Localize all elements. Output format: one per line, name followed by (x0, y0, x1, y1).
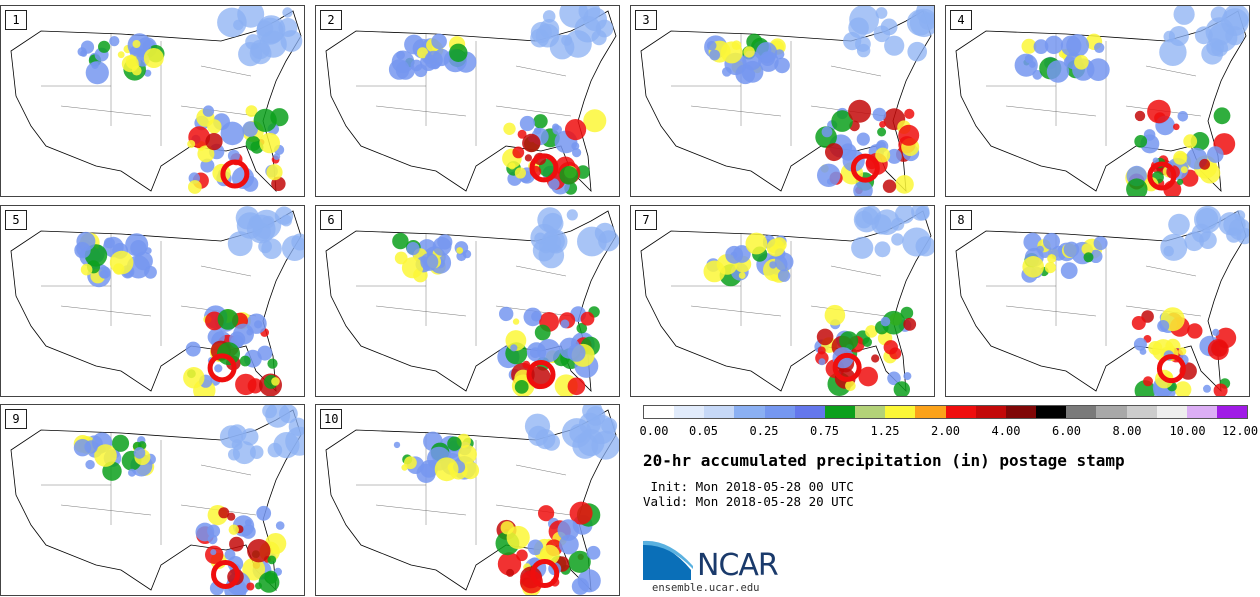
colorbar-tick-label: 1.25 (870, 424, 900, 438)
ensemble-member-panel: 1 (0, 5, 305, 197)
colorbar-bin (1186, 406, 1217, 418)
colorbar-tick-label: 0.75 (810, 424, 839, 438)
member-number-label: 4 (950, 10, 972, 30)
colorbar-bin (644, 406, 675, 418)
precip-map (325, 405, 619, 595)
precip-map (640, 6, 934, 196)
precip-map (955, 6, 1249, 196)
chart-title: 20-hr accumulated precipitation (in) pos… (643, 451, 1125, 470)
member-number-label: 1 (5, 10, 27, 30)
precip-map (10, 405, 304, 595)
member-number-label: 6 (320, 210, 342, 230)
colorbar-bin (1156, 406, 1187, 418)
ensemble-member-panel: 4 (945, 5, 1250, 197)
colorbar-tick-label: 2.00 (931, 424, 960, 438)
ensemble-url: ensemble.ucar.edu (652, 582, 760, 594)
colorbar-bin (1066, 406, 1097, 418)
colorbar-tick-label: 6.00 (1052, 424, 1081, 438)
colorbar-tick-label: 8.00 (1112, 424, 1142, 438)
colorbar-bin (824, 406, 856, 418)
colorbar-tick-label: 4.00 (991, 424, 1021, 438)
colorbar-bin (855, 406, 886, 418)
member-number-label: 7 (635, 210, 657, 230)
colorbar-tick-label: 10.00 (1169, 424, 1206, 438)
ensemble-member-panel: 2 (315, 5, 620, 197)
precip-map (325, 207, 619, 396)
colorbar-bin (704, 406, 735, 418)
colorbar-tick-label: 0.25 (749, 424, 779, 438)
colorbar-bin (1126, 406, 1157, 418)
init-time: Init: Mon 2018-05-28 00 UTC (643, 479, 854, 494)
precip-map (10, 206, 304, 396)
precip-map (640, 206, 934, 396)
colorbar-bin (764, 406, 795, 418)
colorbar-bin (945, 406, 976, 418)
colorbar-bin (915, 406, 946, 418)
member-number-label: 10 (320, 409, 343, 429)
member-number-label: 2 (320, 10, 342, 30)
time-info: Init: Mon 2018-05-28 00 UTC Valid: Mon 2… (643, 479, 854, 509)
ensemble-member-panel: 9 (0, 404, 305, 596)
ensemble-member-panel: 7 (630, 205, 935, 397)
ensemble-member-panel: 5 (0, 205, 305, 397)
colorbar-bin (975, 406, 1006, 418)
valid-time: Valid: Mon 2018-05-28 20 UTC (643, 494, 854, 509)
colorbar-bin (1216, 406, 1248, 418)
member-number-label: 5 (5, 210, 27, 230)
colorbar-tick-label: 0.05 (689, 424, 718, 438)
colorbar-tick-label: 12.00 (1221, 424, 1259, 438)
colorbar-bin (1096, 406, 1127, 418)
ensemble-member-panel: 8 (945, 205, 1250, 397)
ensemble-member-panel: 6 (315, 205, 620, 397)
ncar-logo-text: NCAR (697, 548, 779, 583)
colorbar-bin (1036, 406, 1067, 418)
ensemble-member-panel: 10 (315, 404, 620, 596)
ncar-logo-icon (643, 540, 693, 580)
precip-map (10, 6, 303, 194)
member-number-label: 9 (5, 409, 27, 429)
colorbar-bin (885, 406, 916, 418)
precip-colorbar (643, 405, 1248, 419)
colorbar-tick-label: 0.00 (639, 424, 669, 438)
precip-map (955, 206, 1249, 396)
member-number-label: 3 (635, 10, 657, 30)
precip-map (325, 6, 617, 195)
ensemble-member-panel: 3 (630, 5, 935, 197)
colorbar-bin (1005, 406, 1037, 418)
colorbar-bin (794, 406, 825, 418)
colorbar-bin (734, 406, 765, 418)
member-number-label: 8 (950, 210, 972, 230)
colorbar-bin (674, 406, 705, 418)
